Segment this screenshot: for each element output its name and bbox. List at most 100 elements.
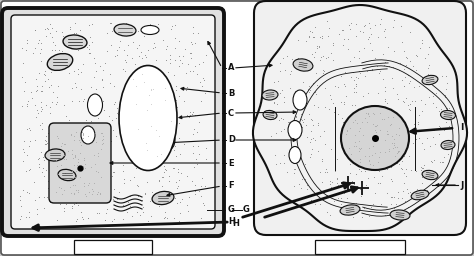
- Point: [60, 209, 68, 213]
- Point: [337, 196, 345, 200]
- Point: [310, 35, 317, 39]
- Point: [70, 134, 78, 138]
- Point: [368, 153, 375, 157]
- Point: [285, 120, 292, 124]
- Point: [125, 122, 133, 126]
- Point: [340, 82, 347, 86]
- Point: [340, 37, 347, 41]
- Point: [432, 91, 439, 95]
- Point: [442, 93, 449, 97]
- Point: [139, 209, 146, 214]
- Point: [402, 133, 410, 137]
- Point: [195, 152, 202, 156]
- Point: [128, 126, 136, 130]
- Point: [176, 58, 184, 62]
- Point: [65, 179, 73, 184]
- Point: [388, 134, 396, 138]
- Point: [161, 98, 169, 102]
- Point: [390, 18, 397, 22]
- Point: [60, 142, 68, 146]
- Point: [389, 179, 396, 183]
- Point: [36, 51, 44, 55]
- Point: [175, 54, 182, 58]
- Point: [147, 69, 155, 73]
- Point: [199, 176, 206, 180]
- Point: [352, 90, 360, 94]
- Point: [121, 111, 129, 115]
- Point: [53, 29, 60, 33]
- Point: [341, 102, 348, 106]
- Point: [54, 134, 61, 138]
- Point: [362, 183, 369, 187]
- Point: [71, 175, 79, 179]
- FancyBboxPatch shape: [11, 15, 215, 229]
- Point: [308, 118, 315, 122]
- Point: [355, 116, 363, 121]
- Point: [17, 198, 24, 202]
- Point: [193, 162, 201, 166]
- Point: [94, 131, 101, 135]
- Point: [128, 25, 136, 29]
- Ellipse shape: [152, 191, 174, 205]
- Point: [376, 128, 384, 132]
- Point: [414, 121, 421, 125]
- Point: [108, 21, 115, 25]
- Point: [411, 99, 419, 103]
- Point: [163, 93, 170, 97]
- Point: [343, 128, 351, 132]
- Point: [75, 99, 82, 103]
- Point: [325, 106, 332, 111]
- Point: [307, 198, 315, 202]
- Point: [89, 197, 97, 201]
- Point: [97, 191, 104, 195]
- Point: [40, 72, 48, 77]
- Point: [32, 46, 39, 50]
- Text: B: B: [228, 89, 234, 98]
- Point: [429, 101, 437, 105]
- Point: [40, 158, 47, 162]
- Point: [37, 41, 45, 45]
- Point: [378, 174, 386, 178]
- Ellipse shape: [390, 210, 410, 220]
- Point: [23, 153, 31, 157]
- Point: [40, 174, 47, 178]
- Point: [24, 127, 31, 131]
- Point: [299, 119, 306, 123]
- Point: [281, 68, 289, 72]
- Point: [412, 53, 420, 57]
- Point: [166, 133, 174, 137]
- Point: [52, 165, 60, 169]
- Point: [361, 146, 369, 150]
- Point: [383, 130, 390, 134]
- Point: [94, 170, 101, 174]
- Point: [389, 114, 397, 119]
- Point: [122, 80, 130, 84]
- Point: [438, 160, 446, 164]
- Point: [58, 30, 66, 34]
- Point: [73, 161, 81, 165]
- Point: [38, 127, 46, 131]
- Point: [186, 113, 194, 117]
- Point: [402, 167, 410, 171]
- Point: [146, 164, 154, 168]
- Point: [410, 85, 418, 89]
- Point: [300, 117, 307, 121]
- Point: [365, 116, 373, 121]
- Point: [166, 191, 174, 195]
- Point: [68, 206, 75, 210]
- Point: [113, 48, 120, 52]
- Point: [413, 186, 421, 190]
- Point: [173, 98, 180, 102]
- Point: [358, 122, 365, 126]
- Point: [68, 87, 76, 91]
- Point: [357, 194, 365, 198]
- Point: [337, 100, 345, 104]
- Point: [171, 72, 178, 77]
- Point: [338, 28, 346, 32]
- Point: [361, 134, 369, 138]
- Point: [23, 38, 31, 42]
- Point: [403, 187, 410, 191]
- Point: [188, 179, 196, 183]
- Point: [25, 215, 33, 219]
- Point: [22, 215, 29, 219]
